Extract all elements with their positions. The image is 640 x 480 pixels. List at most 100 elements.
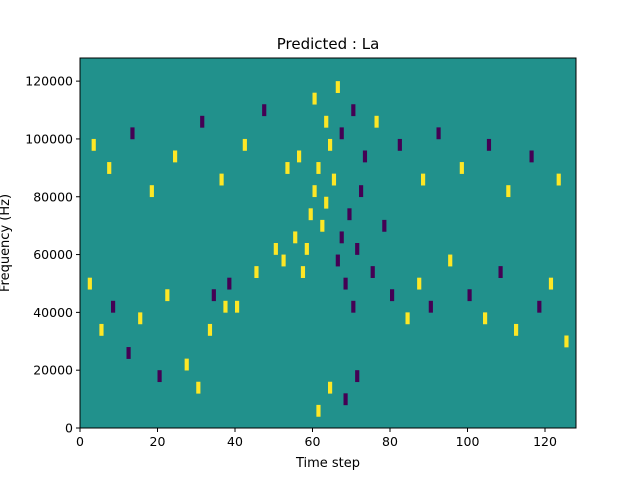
heatmap-cell <box>506 185 511 198</box>
heatmap-cell <box>312 185 317 198</box>
heatmap-background <box>80 58 576 428</box>
heatmap-cell <box>196 381 201 394</box>
heatmap-cell <box>564 335 569 348</box>
heatmap-cell <box>211 289 216 302</box>
heatmap-cell <box>219 173 224 186</box>
heatmap-cell <box>300 266 306 278</box>
plot-frame <box>79 57 577 429</box>
heatmap-cell <box>537 300 542 313</box>
heatmap-cell <box>87 277 92 290</box>
heatmap-cell <box>331 173 337 186</box>
heatmap-cell <box>417 277 422 290</box>
heatmap-cell <box>355 243 360 255</box>
heatmap-cell <box>343 393 348 406</box>
x-tick-label: 40 <box>227 434 243 449</box>
heatmap-cell <box>370 266 375 278</box>
x-tick-label: 120 <box>533 434 557 449</box>
heatmap-cell <box>223 300 228 313</box>
heatmap-cell <box>207 323 213 336</box>
heatmap-cell <box>335 81 340 93</box>
heatmap-cell <box>184 358 189 371</box>
heatmap-cell <box>448 254 453 267</box>
heatmap-cell <box>200 115 205 128</box>
heatmap-cell <box>149 185 154 198</box>
heatmap-cell <box>262 104 267 117</box>
heatmap-cell <box>390 289 395 302</box>
heatmap-cell <box>227 277 232 290</box>
heatmap-cell <box>324 115 329 128</box>
heatmap-cell <box>556 173 561 186</box>
heatmap-cell <box>297 150 302 163</box>
y-axis-ticks: 0 20000 40000 60000 80000 100000 120000 <box>25 74 80 436</box>
plot-area <box>80 58 576 428</box>
heatmap-cell <box>324 196 329 209</box>
heatmap-cell <box>111 300 116 313</box>
heatmap-cell <box>312 92 317 105</box>
heatmap-cell <box>308 208 313 221</box>
heatmap-cell <box>514 323 519 336</box>
heatmap-cell <box>335 254 340 267</box>
heatmap-cell <box>382 219 387 232</box>
heatmap-cell <box>126 347 131 359</box>
heatmap-cell <box>107 162 112 174</box>
heatmap-cell <box>459 162 464 174</box>
heatmap-cell <box>304 243 309 255</box>
heatmap-cell <box>374 115 379 128</box>
heatmap-cell <box>436 127 441 140</box>
heatmap-cell <box>316 404 321 417</box>
y-tick-label: 120000 <box>25 74 73 89</box>
heatmap-cell <box>328 381 333 394</box>
heatmap-cell <box>428 300 433 313</box>
heatmap-cell <box>405 312 410 325</box>
heatmap-cell <box>548 277 554 290</box>
heatmap-cell <box>467 289 472 302</box>
heatmap-cell <box>339 231 344 244</box>
heatmap-cell <box>242 138 247 151</box>
heatmap-cell <box>397 138 402 151</box>
heatmap-cell <box>362 150 368 163</box>
heatmap-cell <box>347 208 352 221</box>
heatmap-cell <box>355 370 360 383</box>
heatmap-cell <box>173 150 178 163</box>
y-axis-label: Frequency (Hz) <box>0 194 13 292</box>
x-tick-label: 80 <box>382 434 398 449</box>
heatmap-cell <box>157 370 162 383</box>
heatmap-cell <box>339 127 344 140</box>
y-tick-label: 40000 <box>33 305 73 320</box>
x-tick-label: 60 <box>305 434 321 449</box>
x-axis-label: Time step <box>295 456 360 471</box>
heatmap-cell <box>273 243 278 255</box>
heatmap-cell <box>281 254 286 267</box>
heatmap-cell <box>254 266 259 278</box>
y-tick-label: 100000 <box>25 131 73 146</box>
x-axis-ticks: 0 20 40 60 80 100 120 <box>76 428 557 449</box>
heatmap-cell <box>328 138 333 151</box>
heatmap-cell <box>351 104 356 117</box>
heatmap-cell <box>498 266 503 278</box>
y-tick-label: 80000 <box>33 189 73 204</box>
heatmap-cell <box>138 312 143 325</box>
heatmap-cell <box>421 173 426 186</box>
heatmap-cell <box>320 219 325 232</box>
heatmap-cell <box>235 300 240 313</box>
heatmap-cell <box>285 162 290 174</box>
y-tick-label: 60000 <box>33 247 73 262</box>
heatmap-cell <box>529 150 534 163</box>
heatmap-cell <box>130 127 135 140</box>
x-tick-label: 0 <box>76 434 84 449</box>
heatmap-cell <box>486 138 492 151</box>
chart-title: Predicted : La <box>277 35 380 53</box>
heatmap-cell <box>165 289 170 302</box>
x-tick-label: 100 <box>456 434 480 449</box>
y-tick-label: 20000 <box>33 363 73 378</box>
heatmap-cell <box>343 277 348 290</box>
heatmap-cell <box>91 138 96 151</box>
heatmap-cell <box>483 312 488 325</box>
x-tick-label: 20 <box>150 434 166 449</box>
heatmap-cell <box>351 300 356 313</box>
heatmap-cell <box>316 162 321 174</box>
y-tick-label: 0 <box>65 421 73 436</box>
heatmap-cell <box>99 323 104 336</box>
